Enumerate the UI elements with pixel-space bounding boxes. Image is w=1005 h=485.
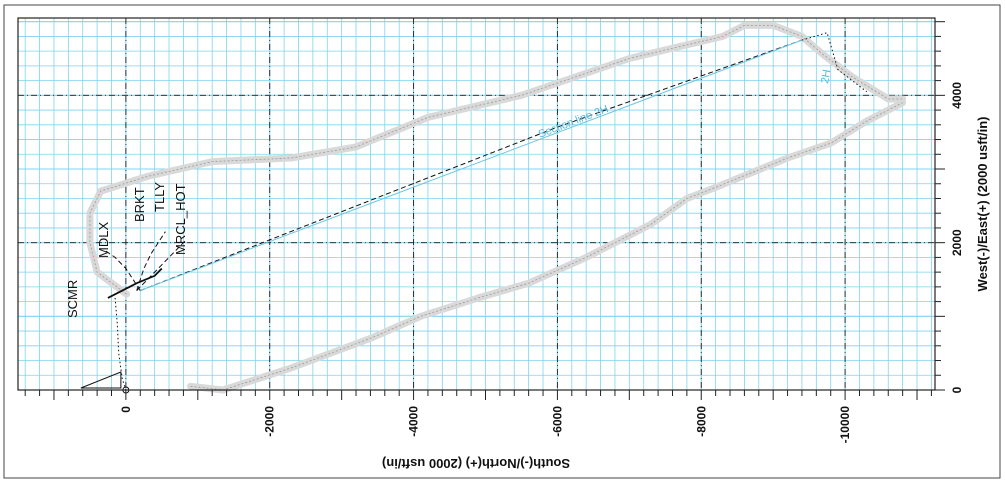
x-tick-label: -10000: [838, 406, 852, 444]
x-axis-title: South(-)/North(+) (2000 usft/in): [382, 456, 570, 471]
series-line-2: [107, 267, 163, 299]
x-tick-label: -6000: [550, 406, 564, 437]
series-line-4: [136, 231, 166, 291]
x-tick-label: -2000: [263, 406, 277, 437]
x-tick-label: -8000: [694, 406, 708, 437]
series-line-3: [104, 249, 141, 291]
y-tick-label: 2000: [950, 229, 964, 256]
formation-label-mdlx: MDLX: [96, 222, 111, 258]
series-line-5: [136, 238, 188, 291]
series-line-6: [114, 297, 127, 391]
y-tick-label: 0: [950, 386, 964, 393]
formation-label-mrcl-hot: MRCL_HOT: [173, 183, 188, 255]
tick-marks: [24, 21, 945, 400]
plot-border: [17, 17, 936, 391]
series-line-7: [801, 32, 868, 93]
x-tick-label: -4000: [407, 406, 421, 437]
outer-frame: [3, 4, 1001, 479]
y-axis-title: West(-)/East(+) (2000 usft/in): [975, 117, 990, 292]
formation-label-scmr: SCMR: [65, 280, 80, 318]
origin-triangle: [80, 371, 122, 389]
series-group: [80, 32, 868, 394]
tick-labels: 0 -2000 -4000 -6000 -8000 -10000 0 2000 4000: [119, 82, 964, 444]
formation-label-tlly: TLLY: [152, 182, 167, 212]
axes: [17, 17, 936, 391]
plot-area: [18, 18, 935, 390]
well-name-annotation: 2H: [819, 69, 833, 85]
x-tick-label: 0: [119, 406, 133, 413]
formation-label-brkt: BRKT: [132, 187, 147, 222]
y-tick-label: 4000: [950, 82, 964, 109]
buffer-band-upper: [89, 25, 903, 295]
series-line-1: [140, 39, 803, 292]
buffer-bands: [86, 21, 907, 394]
buffer-band-lower: [190, 102, 903, 391]
section-line: [140, 39, 803, 292]
